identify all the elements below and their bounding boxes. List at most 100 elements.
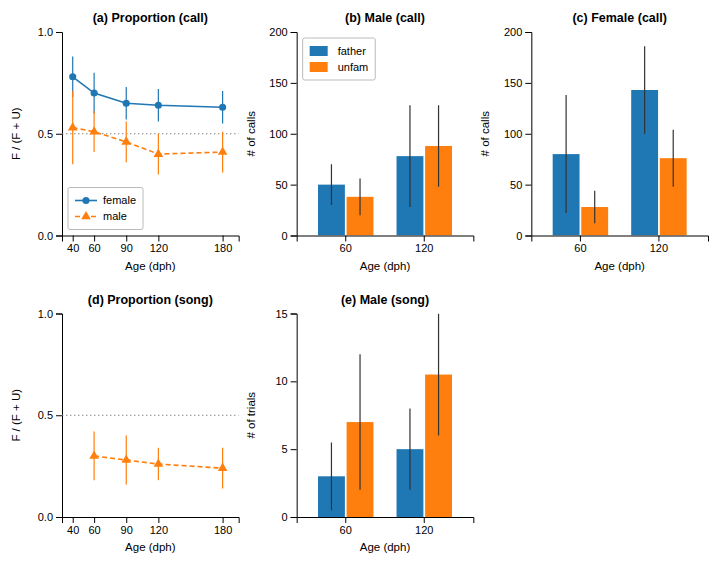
tick-mark xyxy=(291,134,297,135)
axis-line xyxy=(532,236,709,242)
x-axis-title: Age (dph) xyxy=(360,260,411,272)
error-bar xyxy=(409,408,410,489)
tick: 90 xyxy=(121,236,133,255)
axis-line xyxy=(525,33,532,237)
tick: 120 xyxy=(415,517,433,536)
tick: 180 xyxy=(214,517,232,536)
tick: 120 xyxy=(650,236,668,255)
tick: 120 xyxy=(415,236,433,255)
axis: 050100150200 xyxy=(269,26,297,242)
tick-mark xyxy=(126,517,127,523)
legend-label: female xyxy=(103,194,136,206)
tick: 100 xyxy=(269,128,296,140)
tick-label: 0.5 xyxy=(38,409,53,421)
axis-line xyxy=(56,33,63,237)
tick: 180 xyxy=(214,236,232,255)
error-bar xyxy=(594,191,595,224)
tick: 40 xyxy=(67,517,79,536)
point xyxy=(154,459,164,467)
title: (b) Male (call) xyxy=(345,11,425,25)
axis: 60 120 xyxy=(297,236,474,255)
point xyxy=(121,136,131,144)
tick-mark xyxy=(56,134,62,135)
panel: 05101560120(e) Male (song)Age (dph)# of … xyxy=(245,293,474,554)
error-bar xyxy=(359,354,360,490)
tick-mark xyxy=(580,236,581,242)
title: (a) Proportion (call) xyxy=(93,11,208,25)
tick-label: 60 xyxy=(88,524,100,536)
legend-swatch xyxy=(81,211,91,219)
tick: 0.5 xyxy=(38,409,62,421)
tick-mark xyxy=(525,83,531,84)
tick-mark xyxy=(345,517,346,523)
point xyxy=(123,100,130,107)
tick-mark xyxy=(94,236,95,242)
tick-label: 1.0 xyxy=(38,26,53,38)
tick-mark xyxy=(291,517,297,518)
panel: 0.00.51.0406090120180(d) Proportion (son… xyxy=(10,293,239,554)
y-axis-title: # of calls xyxy=(245,111,257,157)
tick-label: 120 xyxy=(650,242,668,254)
tick-mark xyxy=(56,32,62,33)
tick: 200 xyxy=(504,26,531,38)
axis-line xyxy=(56,314,63,518)
error-bar xyxy=(644,46,645,134)
tick: 0.0 xyxy=(38,511,62,523)
axis: 050100150200 xyxy=(504,26,532,242)
tick-label: 0 xyxy=(516,230,522,242)
tick-mark xyxy=(345,236,346,242)
tick-mark xyxy=(424,517,425,523)
tick-mark xyxy=(291,236,297,237)
tick-label: 0.5 xyxy=(38,128,53,140)
tick: 60 xyxy=(88,236,100,255)
reference-line xyxy=(62,415,239,416)
tick-label: 1.0 xyxy=(38,308,53,320)
tick-label: 120 xyxy=(150,242,168,254)
title: (d) Proportion (song) xyxy=(88,293,213,307)
tick-mark xyxy=(291,381,297,382)
panel: 0.00.51.0406090120180(a) Proportion (cal… xyxy=(10,11,239,272)
tick-label: 40 xyxy=(67,524,79,536)
legend-swatch xyxy=(310,62,328,72)
legend-label: father xyxy=(338,45,366,57)
plot-area xyxy=(62,415,239,488)
y-axis-title: # of calls xyxy=(479,111,491,157)
tick-label: 60 xyxy=(88,242,100,254)
error-bar xyxy=(438,314,439,436)
tick-mark xyxy=(525,236,531,237)
tick: 60 xyxy=(340,236,352,255)
tick-label: 100 xyxy=(269,128,287,140)
tick: 0 xyxy=(516,230,531,242)
tick: 200 xyxy=(269,26,296,38)
plot-area xyxy=(318,105,452,235)
tick: 5 xyxy=(282,443,297,455)
x-axis-title: Age (dph) xyxy=(125,541,176,553)
line xyxy=(73,77,223,108)
tick-label: 50 xyxy=(510,179,522,191)
tick-label: 90 xyxy=(121,524,133,536)
axis: 406090120180 xyxy=(63,517,240,536)
axis: 60 120 xyxy=(297,517,474,536)
figure: 0.0 0.5 1.0 40 60 90 120 180 (a) Proportion (cal… xyxy=(0,0,720,569)
tick-label: 100 xyxy=(504,128,522,140)
tick-mark xyxy=(291,32,297,33)
tick-label: 5 xyxy=(282,443,288,455)
point xyxy=(218,463,228,471)
tick-label: 180 xyxy=(214,242,232,254)
axis: 60120 xyxy=(532,236,709,255)
panel: 05010015020060120(b) Male (call)Age (dph… xyxy=(245,11,474,272)
point xyxy=(89,450,99,458)
plot-area xyxy=(318,314,452,518)
title: (e) Male (song) xyxy=(341,293,429,307)
tick-label: 50 xyxy=(275,179,287,191)
axis-line xyxy=(291,314,298,518)
tick: 60 xyxy=(340,517,352,536)
tick: 60 xyxy=(88,517,100,536)
tick: 150 xyxy=(269,77,296,89)
tick-label: 10 xyxy=(275,375,287,387)
error-bar xyxy=(673,130,674,187)
legend: fatherunfam xyxy=(303,38,376,80)
point xyxy=(69,73,76,80)
tick: 0.5 xyxy=(38,128,62,140)
tick-mark xyxy=(525,134,531,135)
